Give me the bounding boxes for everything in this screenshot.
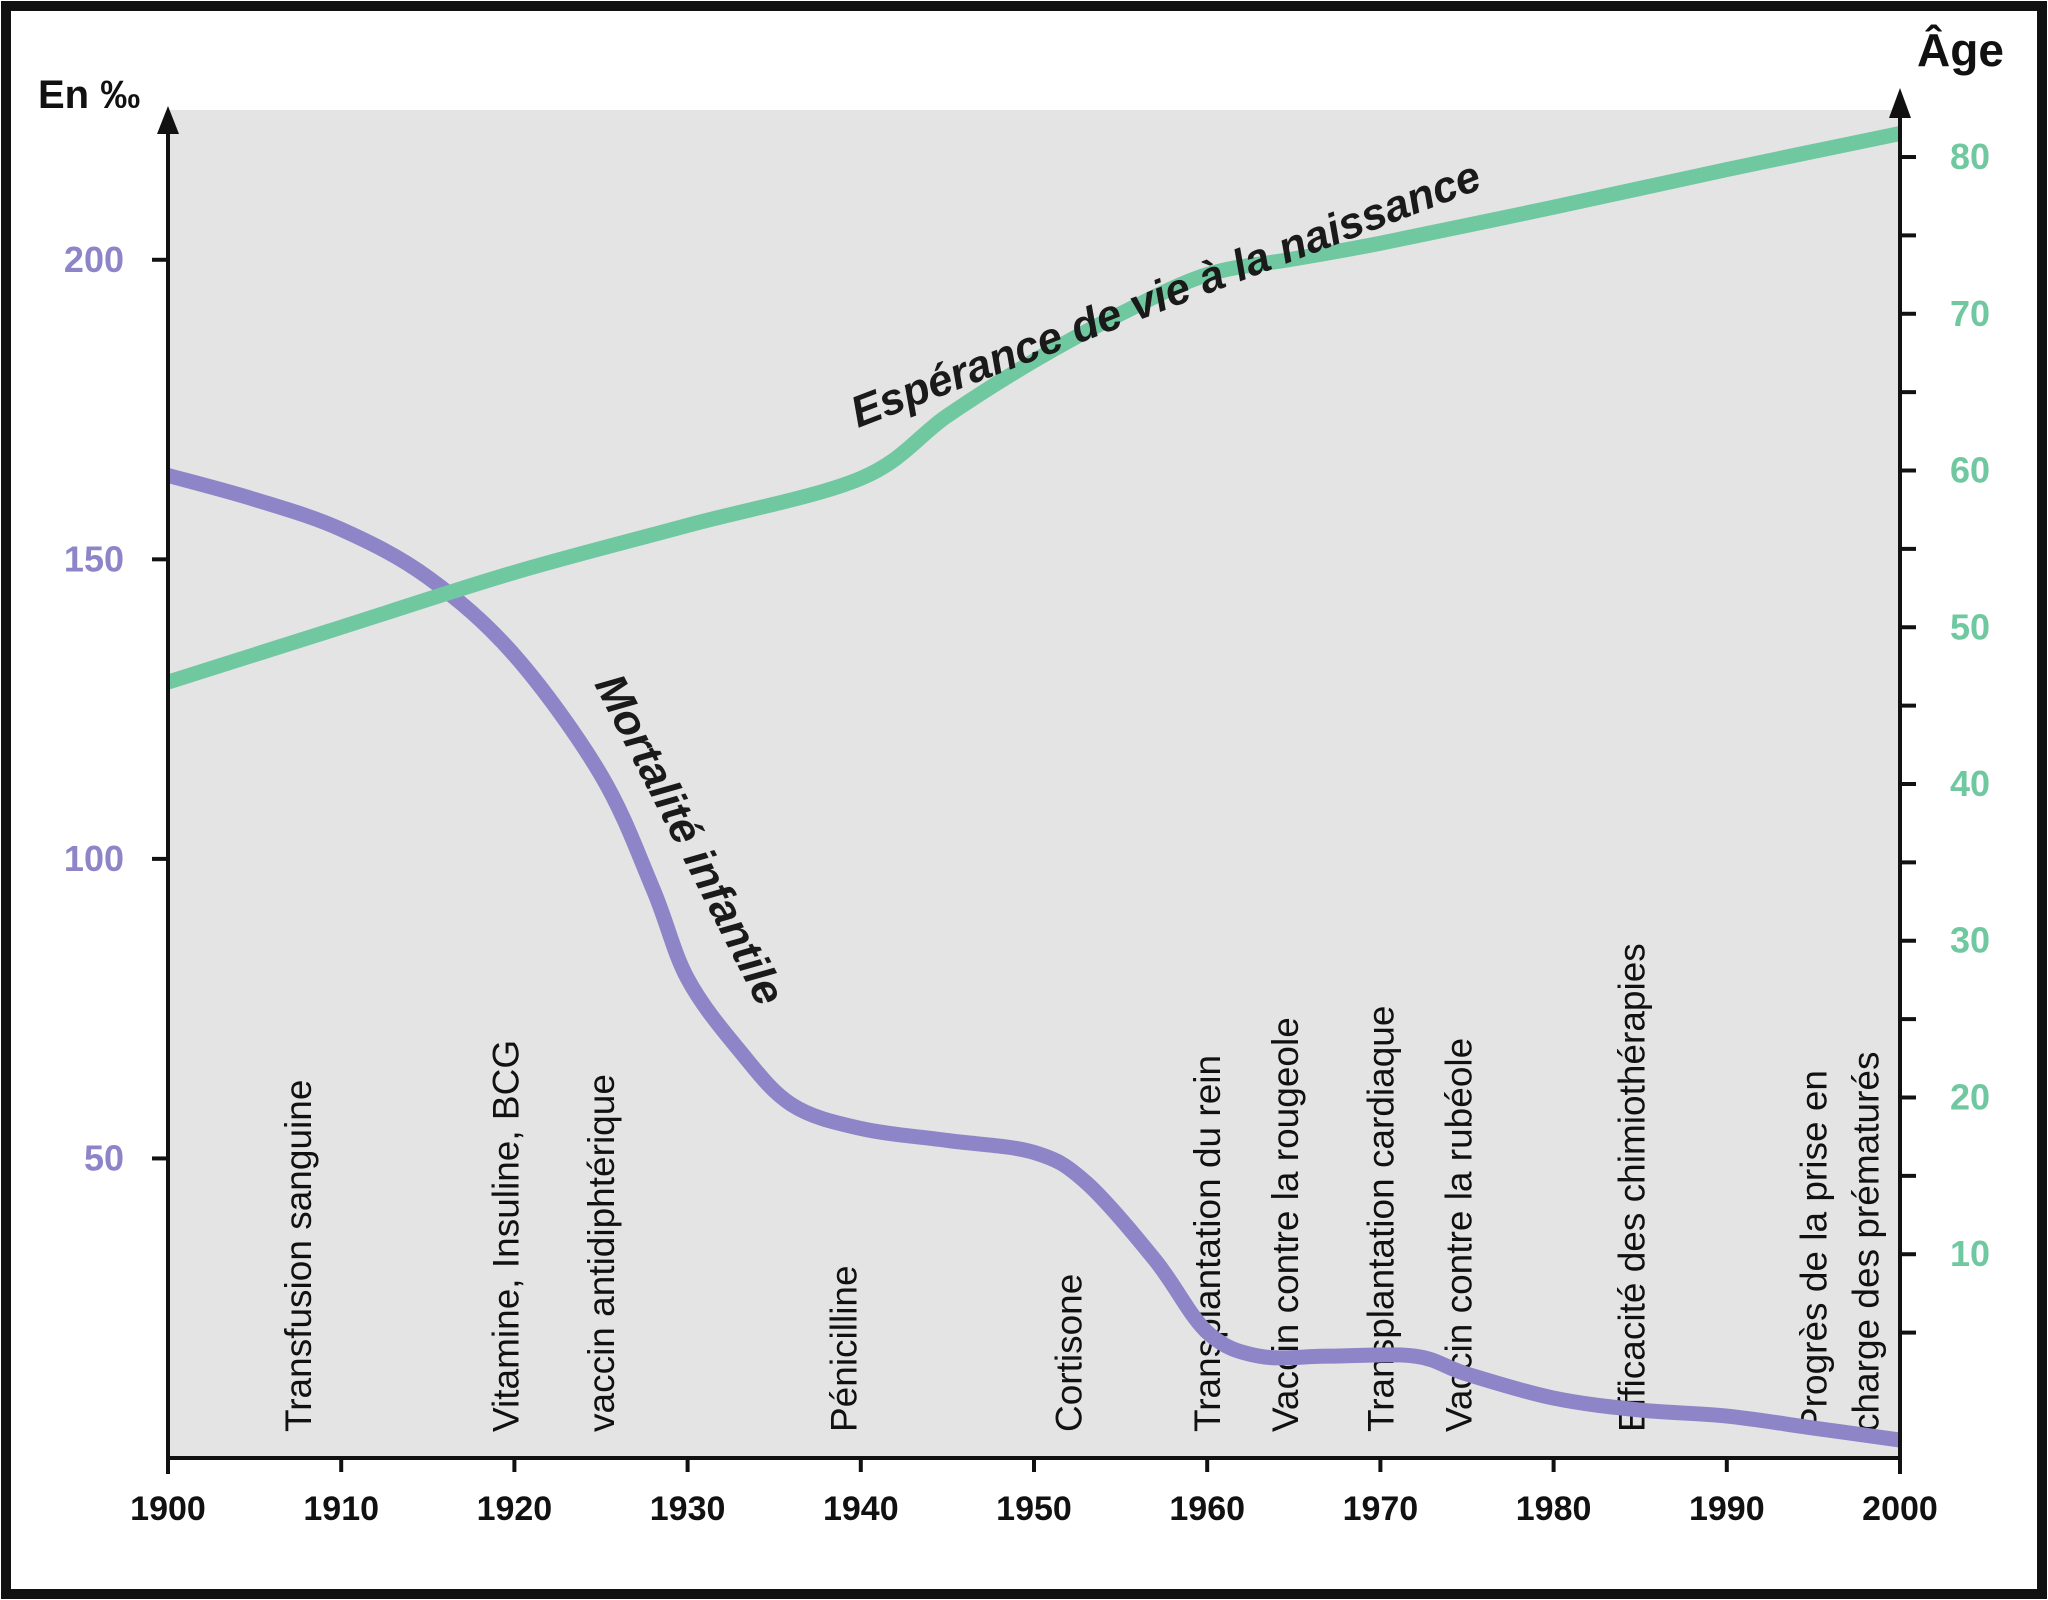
right-y-tick-label: 80	[1950, 136, 1990, 177]
right-y-tick-label: 30	[1950, 920, 1990, 961]
x-tick-label: 1950	[996, 1490, 1072, 1528]
right-axis-arrow	[1889, 88, 1911, 118]
event-label: Pénicilline	[823, 1265, 864, 1432]
event-label: Cortisone	[1049, 1274, 1090, 1432]
event-label: Vitamine, Insuline, BCG	[486, 1040, 527, 1432]
event-label: vaccin antidiphtérique	[581, 1074, 622, 1432]
left-y-tick-label: 100	[64, 838, 124, 879]
x-tick-label: 1930	[650, 1490, 726, 1528]
series-lines	[165, 126, 1902, 1448]
mortality-series-line	[166, 468, 1902, 1448]
x-tick-label: 1960	[1169, 1490, 1245, 1528]
x-tick-label: 1920	[477, 1490, 553, 1528]
left-axis-arrow	[157, 106, 179, 134]
right-y-tick-label: 10	[1950, 1233, 1990, 1274]
left-y-tick-label: 200	[64, 239, 124, 280]
right-y-tick-label: 60	[1950, 450, 1990, 491]
x-tick-label: 1970	[1343, 1490, 1419, 1528]
event-label: charge des prématurés	[1845, 1052, 1886, 1432]
plot-background	[168, 110, 1900, 1458]
event-label: Transplantation cardiaque	[1360, 1006, 1401, 1432]
left-y-tick-label: 150	[64, 538, 124, 579]
event-label: Transfusion sanguine	[278, 1080, 319, 1432]
right-y-tick-label: 70	[1950, 293, 1990, 334]
right-axis-unit-label: Âge	[1917, 24, 2004, 76]
x-tick-label: 1900	[130, 1490, 206, 1528]
left-y-tick-label: 50	[84, 1137, 124, 1178]
life-expectancy-series-line	[165, 126, 1902, 690]
right-y-tick-label: 50	[1950, 606, 1990, 647]
event-label: Progrès de la prise en	[1793, 1070, 1834, 1432]
x-tick-label: 1910	[303, 1490, 379, 1528]
axes: 1900 1910 1920 1930 1940 1950 1960 1970 1980 1990…	[64, 88, 1990, 1528]
event-labels: Transfusion sanguine Vitamine, Insuline, …	[278, 943, 1886, 1432]
x-tick-label: 1940	[823, 1490, 899, 1528]
x-tick-label: 2000	[1862, 1490, 1938, 1528]
event-label: Vaccin contre la rougeole	[1265, 1017, 1306, 1432]
x-tick-label: 1980	[1516, 1490, 1592, 1528]
event-label: Efficacité des chimiothérapies	[1612, 943, 1653, 1432]
left-axis-unit-label: En ‰	[38, 73, 140, 117]
right-y-tick-label: 40	[1950, 763, 1990, 804]
right-y-tick-label: 20	[1950, 1076, 1990, 1117]
x-tick-label: 1990	[1689, 1490, 1765, 1528]
event-label: Transplantation du rein	[1187, 1055, 1228, 1432]
